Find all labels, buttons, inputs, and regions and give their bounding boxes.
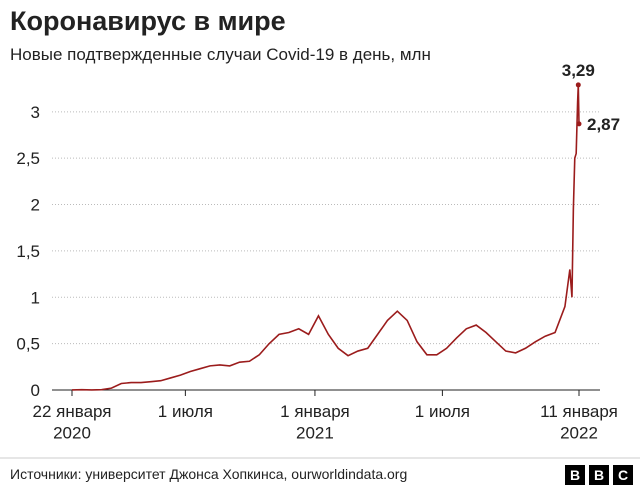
x-tick-label: 22 января 2020 <box>33 402 112 442</box>
logo-letter: B <box>570 467 580 483</box>
data-label: 2,87 <box>587 115 620 134</box>
logo-box <box>565 465 585 485</box>
logo-letter: B <box>594 467 604 483</box>
logo: B B C <box>565 465 633 485</box>
x-tick-label: 1 января 2021 <box>280 402 350 442</box>
source: Источники: университет Джонса Хопкинса, … <box>10 466 407 482</box>
y-tick-label: 0,5 <box>16 335 40 354</box>
series-line <box>71 84 580 391</box>
logo-box <box>613 465 633 485</box>
y-tick-label: 2 <box>31 196 40 215</box>
logo-box <box>589 465 609 485</box>
point <box>575 82 581 88</box>
y-tick-label: 2,5 <box>16 149 40 168</box>
chart-subtitle: Новые подтвержденные случаи Covid-19 в д… <box>10 45 431 64</box>
x-tick-label: 1 июля <box>158 402 213 421</box>
y-tick-label: 0 <box>31 381 40 400</box>
point <box>576 121 582 127</box>
chart-title: Коронавирус в мире <box>10 6 286 36</box>
logo-letter: C <box>618 467 628 483</box>
y-tick-label: 3 <box>31 103 40 122</box>
x-tick-label: 1 июля <box>415 402 470 421</box>
y-tick-label: 1 <box>31 288 40 307</box>
x-tick-label: 11 января 2022 <box>540 402 618 442</box>
y-tick-label: 1,5 <box>16 242 40 261</box>
data-label: 3,29 <box>562 61 595 80</box>
